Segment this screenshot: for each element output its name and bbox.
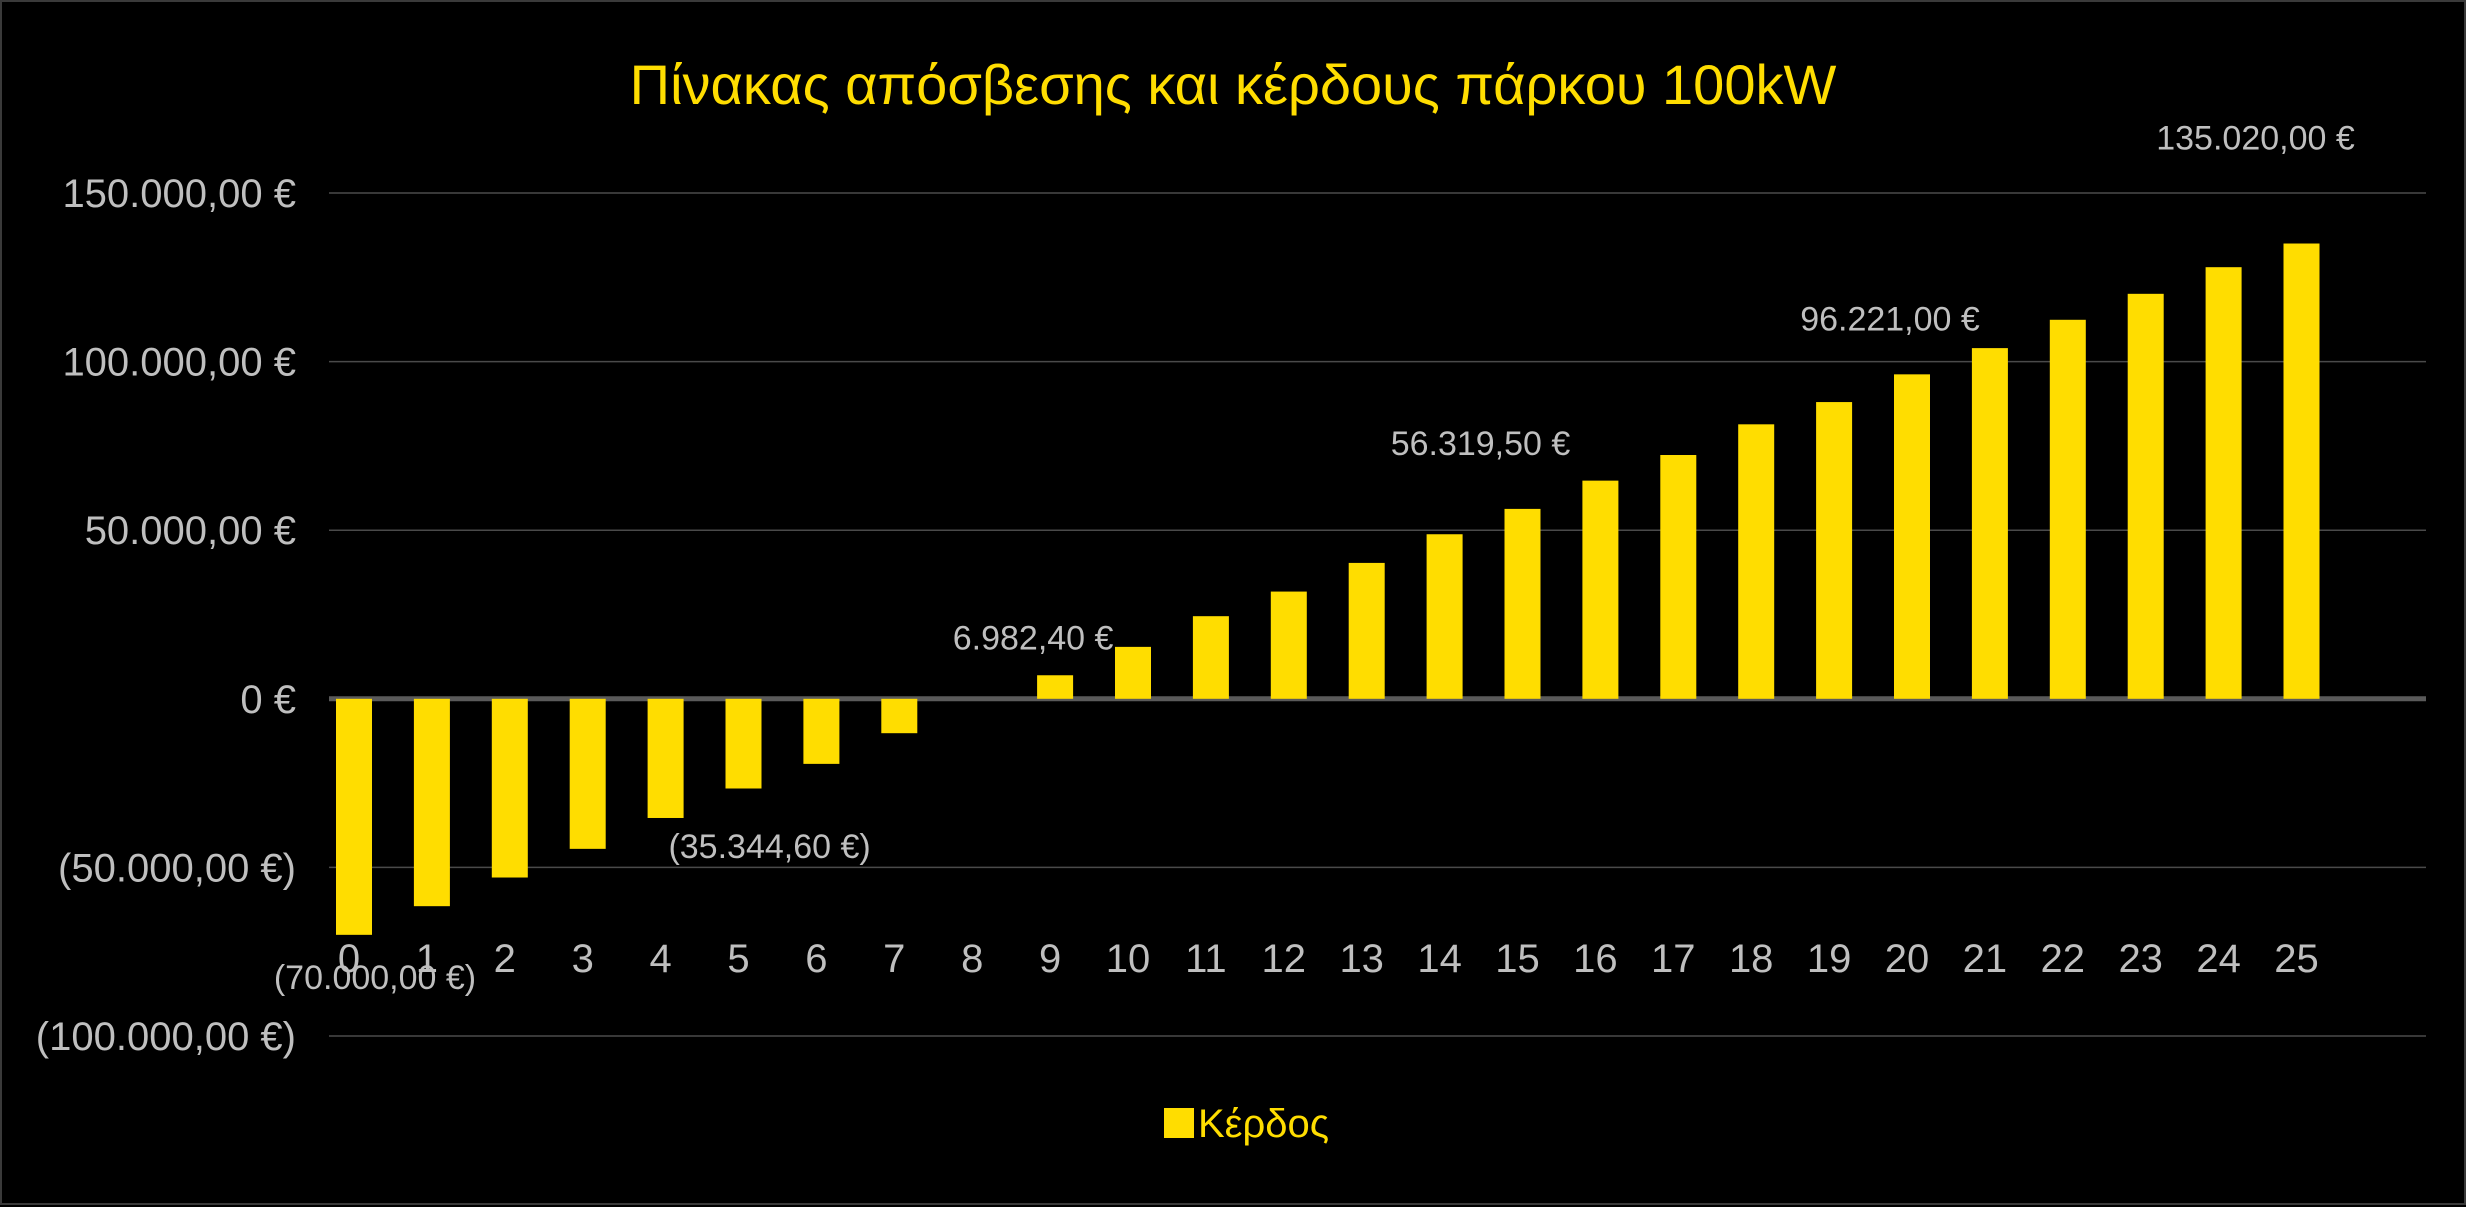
bar — [1738, 424, 1775, 699]
bar — [1816, 402, 1853, 699]
bar — [881, 698, 918, 734]
x-tick-label: 12 — [1262, 937, 1307, 981]
bar — [1348, 562, 1385, 699]
x-tick-label: 10 — [1106, 937, 1151, 981]
x-tick-label: 14 — [1417, 937, 1462, 981]
x-tick-label: 13 — [1339, 937, 1384, 981]
bar — [1504, 508, 1541, 699]
x-tick-label: 5 — [727, 937, 749, 981]
bar — [1426, 534, 1463, 699]
legend-swatch — [1164, 1108, 1194, 1138]
bar — [2049, 319, 2086, 699]
x-tick-label: 8 — [961, 937, 983, 981]
data-label: 56.319,50 € — [1391, 425, 1571, 463]
bar — [1582, 480, 1619, 699]
bar — [1270, 591, 1307, 699]
x-tick-label: 20 — [1885, 937, 1930, 981]
x-tick-label: 9 — [1039, 937, 1061, 981]
bar — [1115, 646, 1151, 699]
bar — [647, 698, 684, 818]
bar — [413, 698, 450, 907]
y-tick-label: (100.000,00 €) — [36, 1015, 296, 1059]
bar — [336, 698, 372, 935]
bar — [725, 698, 762, 789]
data-label: (70.000,00 €) — [274, 959, 476, 997]
x-tick-label: 4 — [649, 937, 671, 981]
bar — [1894, 374, 1930, 699]
x-tick-label: 24 — [2196, 937, 2241, 981]
x-tick-label: 19 — [1807, 937, 1852, 981]
y-tick-label: 150.000,00 € — [62, 172, 296, 216]
bar — [491, 698, 528, 878]
x-tick-label: 18 — [1729, 937, 1774, 981]
data-label: (35.344,60 €) — [668, 828, 870, 866]
x-tick-label: 21 — [1963, 937, 2008, 981]
x-tick-label: 7 — [883, 937, 905, 981]
data-label: 96.221,00 € — [1800, 300, 1980, 338]
bar — [1660, 455, 1697, 699]
bar — [2127, 293, 2164, 699]
bar — [1192, 616, 1229, 699]
x-tick-label: 16 — [1573, 937, 1618, 981]
y-tick-label: 100.000,00 € — [62, 341, 296, 385]
x-tick-label: 11 — [1185, 937, 1227, 981]
data-label: 135.020,00 € — [2156, 120, 2355, 158]
legend-series-label: Κέρδος — [1198, 1102, 1329, 1146]
bar — [2283, 243, 2320, 699]
bar — [2205, 267, 2242, 699]
y-tick-label: 50.000,00 € — [85, 509, 296, 553]
y-tick-label: 0 € — [240, 678, 296, 722]
x-axis-tick-labels: 0 1 2 3 4 5 6 7 8 9 10 11 12 13 14 15 16 17 18 19 20 21 22 23 24… — [338, 937, 2319, 981]
x-tick-label: 0 — [338, 937, 360, 981]
x-tick-label: 2 — [494, 937, 516, 981]
bar — [803, 698, 840, 764]
bar — [1971, 348, 2008, 699]
x-tick-label: 23 — [2118, 937, 2163, 981]
bar — [569, 698, 606, 849]
x-tick-label: 15 — [1495, 937, 1540, 981]
x-tick-label: 25 — [2274, 937, 2319, 981]
y-tick-label: (50.000,00 €) — [58, 846, 296, 890]
x-tick-label: 3 — [572, 937, 594, 981]
x-tick-label: 17 — [1651, 937, 1696, 981]
data-label: 6.982,40 € — [953, 619, 1114, 657]
bars — [336, 243, 2320, 935]
legend: Κέρδος — [1164, 1102, 1329, 1146]
chart-title: Πίνακας απόσβεσης και κέρδους πάρκου 100… — [630, 53, 1837, 116]
x-tick-label: 6 — [805, 937, 827, 981]
x-tick-label: 22 — [2041, 937, 2086, 981]
y-axis-tick-labels: 150.000,00 € 100.000,00 € 50.000,00 € 0 € (5… — [36, 172, 296, 1059]
data-labels: (70.000,00 €) (35.344,60 €) 6.982,40 € 56.3… — [274, 120, 2355, 997]
x-tick-label: 1 — [416, 937, 438, 981]
bar — [1037, 675, 1074, 699]
